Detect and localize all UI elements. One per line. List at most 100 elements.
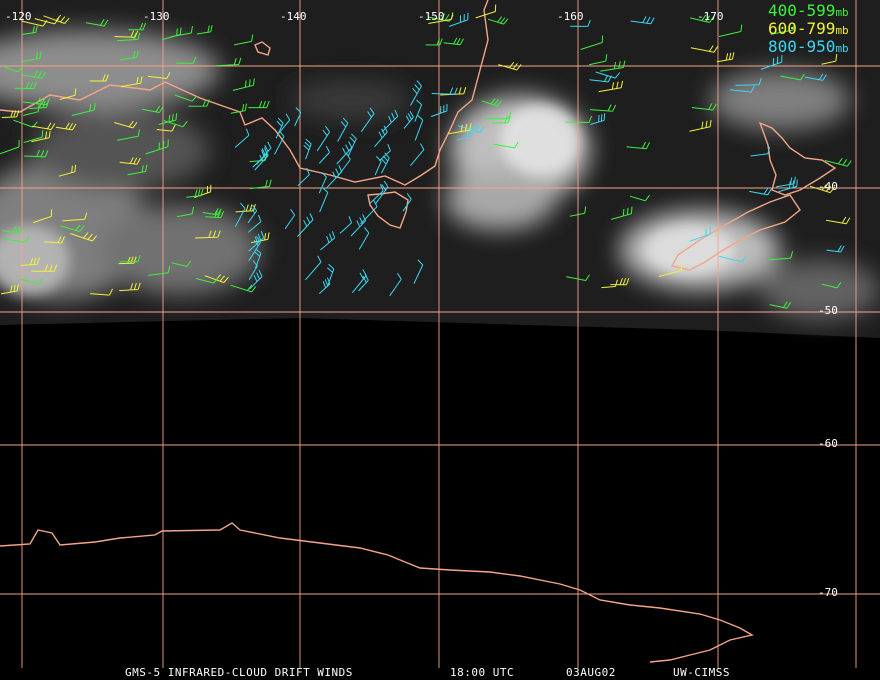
wind-barb bbox=[456, 129, 472, 141]
wind-barb bbox=[31, 264, 58, 272]
wind-barb bbox=[256, 141, 272, 165]
wind-barb bbox=[2, 225, 24, 234]
wind-barb bbox=[248, 236, 262, 262]
wind-barb bbox=[337, 117, 349, 142]
wind-barb bbox=[718, 24, 743, 37]
wind-barb bbox=[320, 231, 336, 251]
wind-barb bbox=[44, 236, 65, 244]
wind-barb bbox=[403, 110, 414, 129]
wind-barb bbox=[142, 105, 164, 113]
wind-barb bbox=[305, 255, 322, 281]
caption-time: 18:00 UTC bbox=[450, 666, 514, 679]
lat-label-50: -50 bbox=[818, 304, 838, 317]
wind-barb bbox=[85, 19, 109, 27]
wind-barb bbox=[719, 255, 747, 263]
wind-barb bbox=[249, 269, 263, 290]
wind-barb bbox=[34, 17, 60, 25]
wind-barb bbox=[589, 104, 617, 112]
wind-barb bbox=[247, 214, 262, 233]
wind-barb bbox=[414, 115, 424, 141]
wind-barb bbox=[120, 76, 143, 88]
wind-barb bbox=[381, 109, 399, 133]
lon-label-140: -140 bbox=[280, 10, 307, 23]
wind-barb bbox=[360, 107, 375, 132]
wind-barb bbox=[431, 87, 458, 95]
wind-barb bbox=[4, 66, 23, 73]
wind-barb bbox=[24, 149, 49, 158]
wind-barb bbox=[780, 73, 805, 81]
wind-barb bbox=[318, 171, 327, 194]
wind-barb bbox=[658, 263, 683, 277]
wind-barb bbox=[484, 112, 512, 120]
wind-barb bbox=[566, 274, 590, 281]
wind-barb bbox=[431, 103, 448, 117]
wind-barb bbox=[610, 277, 630, 286]
wind-barb bbox=[297, 213, 314, 237]
wind-barb bbox=[689, 119, 712, 132]
wind-barb bbox=[163, 120, 188, 128]
wind-barb bbox=[319, 187, 329, 213]
wind-barb bbox=[691, 103, 717, 111]
wind-barb bbox=[449, 12, 469, 27]
wind-barb bbox=[4, 235, 30, 243]
wind-barb bbox=[326, 165, 343, 189]
wind-barb bbox=[23, 130, 44, 143]
wind-barb bbox=[21, 25, 38, 35]
wind-barb bbox=[821, 54, 838, 65]
wind-barb bbox=[71, 103, 96, 116]
wind-barb bbox=[195, 277, 219, 284]
wind-barb bbox=[629, 194, 650, 202]
wind-barb bbox=[588, 54, 608, 66]
wind-barb bbox=[114, 30, 139, 38]
wind-barb bbox=[171, 260, 192, 267]
wind-barb bbox=[493, 141, 519, 149]
wind-barb bbox=[601, 279, 618, 289]
wind-barb bbox=[316, 125, 331, 152]
wind-barb bbox=[89, 74, 109, 82]
wind-barb bbox=[374, 156, 382, 176]
wind-barb bbox=[277, 113, 291, 136]
wind-barb bbox=[580, 35, 604, 50]
wind-barb bbox=[119, 254, 141, 263]
antarctica-coast bbox=[0, 522, 754, 663]
wind-barb bbox=[318, 277, 331, 294]
wind-barb bbox=[750, 146, 770, 157]
legend-item-400-599: 400-599mb bbox=[768, 1, 849, 20]
wind-barb bbox=[378, 144, 391, 162]
wind-barb bbox=[32, 209, 53, 224]
wind-barb bbox=[595, 71, 621, 79]
wind-barb bbox=[690, 45, 719, 53]
wind-barb bbox=[630, 16, 655, 25]
wind-barb bbox=[275, 117, 284, 139]
lon-label-130: -130 bbox=[143, 10, 170, 23]
wind-barb bbox=[350, 214, 367, 237]
latitude-labels: -40 -50 -60 -70 bbox=[818, 180, 838, 599]
legend-item-600-799: 600-799mb bbox=[768, 19, 849, 38]
wind-barb bbox=[809, 184, 835, 194]
wind-barb bbox=[351, 269, 367, 294]
wind-barb bbox=[195, 230, 221, 239]
wind-barb bbox=[196, 24, 213, 35]
new-zealand-north bbox=[758, 121, 837, 196]
wind-barb bbox=[234, 34, 254, 46]
wind-barb bbox=[570, 19, 591, 27]
wind-barb bbox=[380, 152, 390, 174]
wind-barb bbox=[60, 224, 85, 232]
wind-barb bbox=[297, 167, 310, 187]
wind-barb bbox=[90, 288, 113, 296]
wind-barb bbox=[716, 52, 735, 63]
wind-barb bbox=[31, 130, 51, 143]
wind-barb bbox=[43, 14, 70, 24]
wind-barb bbox=[402, 193, 412, 212]
wind-barb bbox=[598, 80, 624, 93]
wind-barb bbox=[118, 256, 137, 265]
wind-barb bbox=[826, 245, 845, 253]
wind-barb bbox=[775, 176, 796, 188]
wind-barb bbox=[230, 284, 257, 293]
wind-barb bbox=[22, 51, 42, 62]
kangaroo-island bbox=[254, 41, 271, 56]
wind-barb bbox=[760, 55, 783, 70]
wind-barb bbox=[487, 16, 509, 25]
wind-barb bbox=[22, 70, 46, 79]
